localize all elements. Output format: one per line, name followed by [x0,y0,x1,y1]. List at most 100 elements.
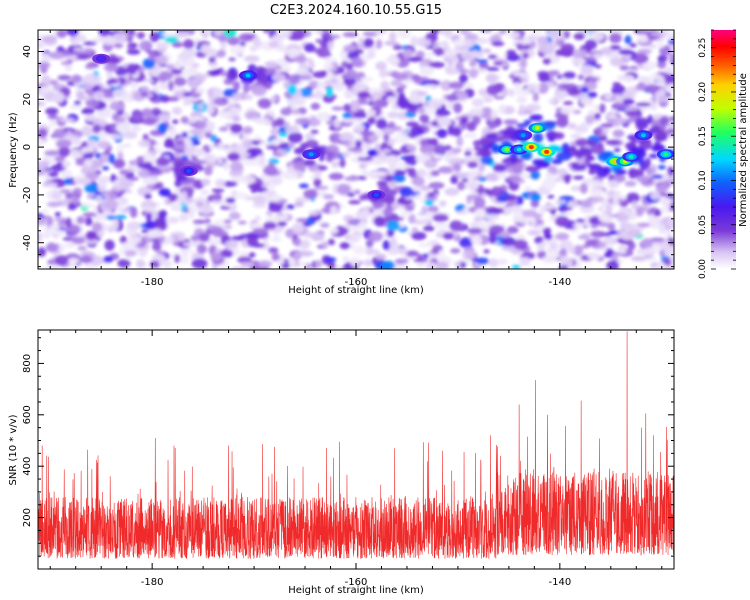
heatmap-cell [626,192,640,204]
heatmap-cell [490,109,498,119]
heatmap-cell [625,142,633,149]
heatmap-cell [109,101,126,112]
heatmap-cell [347,147,364,152]
heatmap-cell [42,92,58,102]
heatmap-cell [635,83,647,91]
heatmap-cell [394,73,410,81]
heatmap-cell [152,85,160,91]
heatmap-cell [160,95,170,103]
heatmap-cell [194,73,206,84]
heatmap-cell [347,219,360,226]
heatmap-cell [244,94,253,101]
heatmap-cell [278,31,292,39]
heatmap-cell [373,30,387,36]
heatmap-cell [246,147,263,155]
heatmap-cell [606,114,618,119]
heatmap-cell [450,248,461,254]
heatmap-cell [280,107,292,116]
heatmap-cell [168,80,174,92]
heatmap-cell [588,168,597,175]
heatmap-cell [204,165,213,176]
heatmap-cell [648,153,659,159]
heatmap-cell [437,166,454,174]
colorbar-tick-label: 0.00 [698,259,708,279]
heatmap-cell [80,35,87,42]
heatmap-cell [65,193,73,199]
heatmap-cell [268,247,278,253]
heatmap-cell [520,57,528,69]
heatmap-cell [180,254,189,265]
heatmap-hotspot [628,154,634,159]
heatmap-cell [291,222,305,234]
heatmap-cell [411,74,421,81]
heatmap-cell [60,169,73,180]
heatmap-cell [158,71,173,81]
heatmap-cell [154,182,164,189]
heatmap-cell [277,66,293,72]
heatmap-cell [265,211,273,216]
heatmap-cell [213,192,223,201]
heatmap-cell [278,142,292,149]
heatmap-cell [563,173,571,184]
heatmap-cell [334,265,341,269]
heatmap-cell [523,186,533,191]
heatmap-cell [356,134,363,141]
heatmap-cell [618,49,633,56]
heatmap-cell [284,125,300,134]
heatmap-cell [563,71,576,80]
heatmap-cell [547,194,555,199]
heatmap-cell [516,96,527,104]
heatmap-cell [404,154,419,166]
heatmap-cell [252,243,265,248]
heatmap-cell [617,169,627,175]
heatmap-cell [634,117,651,127]
heatmap-cell [555,151,572,161]
heatmap-cell [164,36,179,44]
heatmap-cell [151,238,161,243]
heatmap-cell [539,37,549,43]
heatmap-cell [251,85,267,97]
heatmap-cell [325,257,337,263]
heatmap-cell [416,91,428,96]
snr-axes: -180 -160 -140 200 400 600 800 [22,330,674,588]
heatmap-cell [206,105,215,115]
heatmap-cell [204,218,211,224]
heatmap-cell [41,208,50,214]
heatmap-cell [293,237,302,247]
heatmap-cell [137,169,152,179]
heatmap-cell [444,155,451,162]
heatmap-hotspot [516,147,522,152]
snr-y-tick-label: 800 [22,354,33,373]
heatmap-cell [655,130,668,141]
heatmap-cell [399,148,410,154]
heatmap-cell [230,123,243,134]
heatmap-cell [635,175,651,183]
heatmap-cell [136,261,147,268]
heatmap-cell [96,175,112,184]
heatmap-cell [209,62,218,69]
heatmap-cell [106,78,119,84]
heatmap-cell [228,212,241,220]
heatmap-cell [572,175,585,180]
heatmap-cell [549,215,556,222]
heatmap-cell [627,229,642,238]
heatmap-cell [229,107,242,115]
heatmap-cell [665,230,673,239]
heatmap-cell [241,133,250,141]
heatmap-cell [523,119,532,125]
heatmap-cell [506,31,521,38]
heatmap-cell [519,215,526,224]
heatmap-cell [200,189,210,195]
heatmap-cell [392,174,406,183]
heatmap-cell [485,213,501,221]
heatmap-cell [390,79,403,87]
heatmap-cell [551,158,563,165]
heatmap-cell [72,130,83,137]
heatmap-cell [141,229,149,234]
heatmap-cell [323,194,334,200]
heatmap-cell [650,103,658,111]
heatmap-cell [368,134,379,143]
heatmap-cell [211,188,225,193]
heatmap-cell [606,260,620,269]
heatmap-cell [559,248,567,257]
